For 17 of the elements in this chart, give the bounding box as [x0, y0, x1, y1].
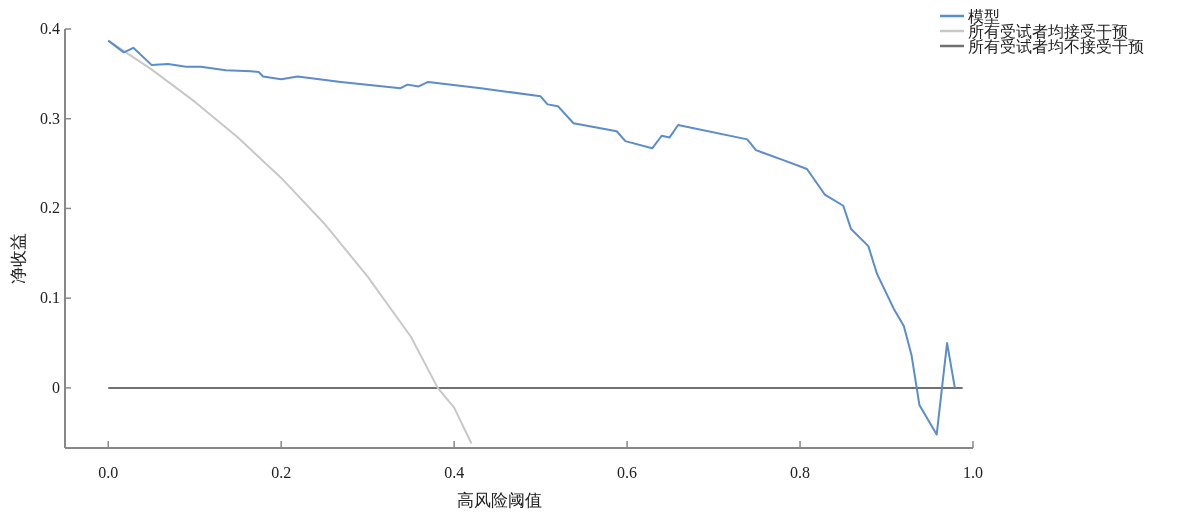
- legend-label: 所有受试者均接受干预: [968, 23, 1128, 40]
- y-axis-title: 净收益: [9, 233, 28, 284]
- y-tick-label: 0.4: [40, 20, 60, 37]
- x-axis-title: 高风险阈值: [456, 491, 542, 510]
- y-tick-label: 0.1: [40, 289, 60, 307]
- y-tick-label: 0: [52, 378, 60, 396]
- legend-label: 模型: [968, 8, 1000, 25]
- x-tick-label: 0.4: [444, 464, 465, 481]
- x-tick-label: 0.6: [617, 464, 638, 481]
- y-tick-label: 0.2: [40, 199, 60, 217]
- y-tick-label: 0.3: [40, 109, 60, 127]
- legend-label: 所有受试者均不接受干预: [968, 38, 1144, 55]
- x-tick-label: 0.0: [98, 464, 119, 481]
- x-tick-label: 1.0: [963, 464, 983, 481]
- line-series: [107, 39, 956, 436]
- x-tick-label: 0.2: [271, 464, 292, 481]
- x-tick-label: 0.8: [790, 464, 811, 481]
